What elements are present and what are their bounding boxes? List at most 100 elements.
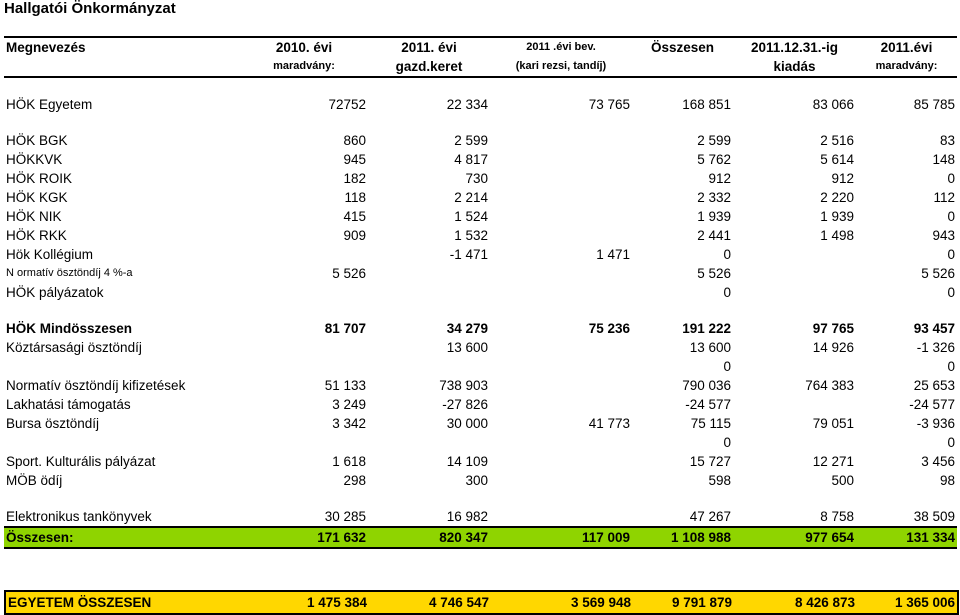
- value-cell: 5 526: [332, 266, 366, 281]
- value-cell: 2 599: [454, 133, 488, 148]
- table-row: HÖK Mindösszesen 81 707 34 279 75 236 191 22…: [4, 319, 957, 338]
- value-cell: 38 509: [913, 509, 955, 524]
- header-cell: 2010. évi: [275, 40, 333, 55]
- value-cell: [368, 433, 490, 452]
- value-cell: 34 279: [446, 321, 488, 336]
- grand-total-container: EGYETEM ÖSSZESEN 1 475 384 4 746 547 3 5…: [4, 590, 959, 615]
- spacer-row: [4, 490, 957, 507]
- grand-total-cell: 4 746 547: [369, 591, 491, 614]
- value-cell: [490, 207, 632, 226]
- header-row-2: maradvány: gazd.keret (kari rezsi, tandí…: [4, 57, 957, 77]
- value-cell: [240, 433, 368, 452]
- row-label: Összesen:: [4, 526, 240, 549]
- table-row: Hök Kollégium -1 471 1 471 0 0: [4, 245, 957, 264]
- row-label: [4, 433, 240, 452]
- value-cell: 860: [343, 133, 366, 148]
- header-cell: maradvány:: [273, 60, 335, 72]
- value-cell: 1 939: [697, 209, 731, 224]
- grand-total-cell: 9 791 879: [633, 591, 734, 614]
- value-cell: [490, 188, 632, 207]
- row-label: HÖK pályázatok: [6, 285, 104, 300]
- value-cell: 98: [939, 473, 955, 488]
- value-cell: 1 498: [820, 228, 854, 243]
- value-cell: 0: [947, 171, 955, 186]
- value-cell: 2 599: [697, 133, 731, 148]
- table-row: HÖK BGK 860 2 599 2 599 2 516 83: [4, 131, 957, 150]
- value-cell: 0: [947, 359, 955, 374]
- value-cell: [490, 283, 632, 302]
- value-cell: 4 817: [454, 152, 488, 167]
- value-cell: [490, 150, 632, 169]
- value-cell: [733, 395, 856, 414]
- value-cell: 598: [708, 473, 731, 488]
- value-cell: [368, 264, 490, 283]
- value-cell: 0: [947, 435, 955, 450]
- value-cell: [490, 338, 632, 357]
- spacer-row: [4, 114, 957, 131]
- table-row: Normatív ösztöndíj kifizetések 51 133 738 …: [4, 376, 957, 395]
- value-cell: [490, 395, 632, 414]
- value-cell: 764 383: [805, 378, 854, 393]
- value-cell: 1 532: [454, 228, 488, 243]
- row-label: Lakhatási támogatás: [6, 397, 131, 412]
- value-cell: 182: [343, 171, 366, 186]
- row-label: MÖB ödíj: [6, 473, 63, 488]
- value-cell: [240, 245, 368, 264]
- value-cell: 3 342: [332, 416, 366, 431]
- table-row: Elektronikus tankönyvek 30 285 16 982 47 26…: [4, 507, 957, 527]
- value-cell: 820 347: [368, 526, 490, 549]
- budget-table-container: Megnevezés 2010. évi 2011. évi 2011 .évi…: [4, 36, 957, 549]
- header-cell: kiadás: [773, 59, 816, 74]
- value-cell: 0: [947, 247, 955, 262]
- value-cell: [368, 357, 490, 376]
- value-cell: 300: [465, 473, 488, 488]
- value-cell: 2 332: [697, 190, 731, 205]
- value-cell: 73 765: [588, 97, 630, 112]
- value-cell: 12 271: [812, 454, 854, 469]
- grand-total-cell: 8 426 873: [734, 591, 857, 614]
- value-cell: 14 926: [812, 340, 854, 355]
- value-cell: [490, 357, 632, 376]
- grand-total-cell: 1 475 384: [241, 591, 369, 614]
- value-cell: [240, 338, 368, 357]
- table-row: Összesen: 171 632 820 347 117 009 1 108 988 9…: [4, 526, 957, 549]
- value-cell: 943: [932, 228, 955, 243]
- row-label: HÖK BGK: [6, 133, 68, 148]
- row-label: Hök Kollégium: [6, 247, 94, 262]
- row-label: HÖK Mindösszesen: [6, 321, 133, 336]
- value-cell: 1 471: [596, 247, 630, 262]
- header-cell: Összesen: [650, 40, 715, 55]
- value-cell: [733, 283, 856, 302]
- value-cell: 0: [723, 359, 731, 374]
- value-cell: 30 285: [324, 509, 366, 524]
- row-label: Elektronikus tankönyvek: [6, 509, 152, 524]
- table-row: MÖB ödíj 298 300 598 500 98: [4, 471, 957, 490]
- table-row: HÖK ROIK 182 730 912 912 0: [4, 169, 957, 188]
- value-cell: [240, 357, 368, 376]
- value-cell: 500: [831, 473, 854, 488]
- value-cell: 909: [343, 228, 366, 243]
- table-row: Köztársasági ösztöndíj 13 600 13 600 14 926…: [4, 338, 957, 357]
- value-cell: [733, 245, 856, 264]
- grand-total-table: EGYETEM ÖSSZESEN 1 475 384 4 746 547 3 5…: [4, 590, 959, 615]
- value-cell: 83: [939, 133, 955, 148]
- value-cell: [490, 131, 632, 150]
- row-label: HÖK KGK: [6, 190, 68, 205]
- grand-total-cell: 3 569 948: [491, 591, 633, 614]
- table-row: Lakhatási támogatás 3 249 -27 826 -24 577 -2…: [4, 395, 957, 414]
- table-row: HÖK NIK 415 1 524 1 939 1 939 0: [4, 207, 957, 226]
- value-cell: [490, 507, 632, 527]
- value-cell: [490, 169, 632, 188]
- header-cell: 2011 .évi bev.: [526, 41, 596, 53]
- header-cell: [632, 57, 733, 77]
- spacer-row: [4, 302, 957, 319]
- value-cell: 75 236: [588, 321, 630, 336]
- value-cell: 191 222: [682, 321, 731, 336]
- value-cell: [490, 226, 632, 245]
- header-cell: Megnevezés: [6, 40, 86, 55]
- value-cell: [490, 433, 632, 452]
- value-cell: 117 009: [490, 526, 632, 549]
- row-label: HÖK NIK: [6, 209, 62, 224]
